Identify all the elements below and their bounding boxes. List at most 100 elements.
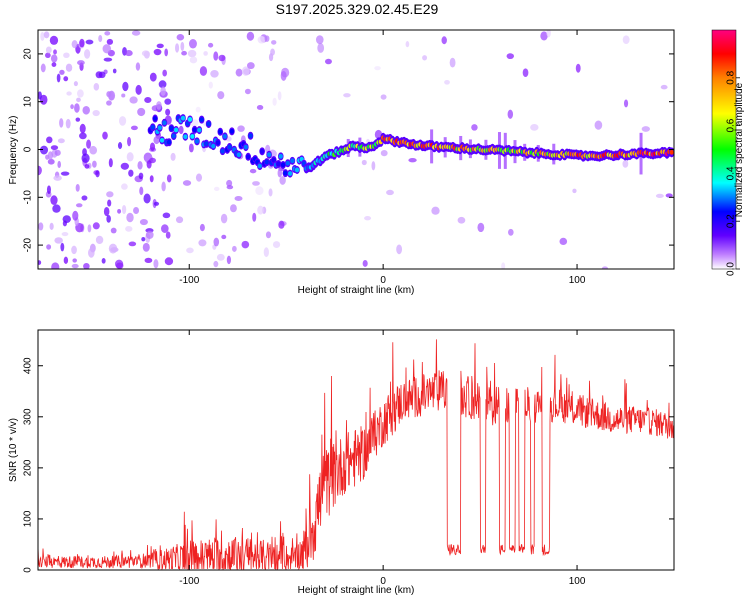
spectrogram-noise-cell — [277, 168, 283, 178]
spectrogram-noise-cell — [104, 31, 111, 36]
spectrogram-noise-cell — [165, 108, 171, 116]
spectrogram-track-cell — [190, 134, 195, 139]
spectrogram-noise-cell — [255, 186, 264, 195]
spectrogram-noise-cell — [149, 142, 156, 152]
snr-y-tick-label: 400 — [23, 357, 34, 374]
spectrogram-x-tick-label: 100 — [569, 275, 586, 286]
spectrogram-noise-cell — [188, 39, 197, 49]
spectrogram-noise-cell — [44, 52, 51, 59]
spectrogram-track-cell — [264, 159, 270, 165]
spectrogram-noise-cell — [226, 185, 234, 190]
spectrogram-noise-cell — [85, 39, 94, 45]
spectrogram-track-cell — [229, 128, 235, 134]
spectrogram-noise-cell — [181, 50, 187, 56]
spectrogram-noise-cell — [57, 160, 62, 169]
spectrogram-noise-cell — [508, 228, 514, 236]
spectrogram-noise-cell — [63, 256, 69, 264]
spectrogram-noise-cell — [50, 54, 58, 63]
spectrogram-noise-cell — [86, 139, 91, 149]
spectrogram-noise-cell — [257, 36, 266, 44]
spectrogram-noise-cell — [60, 171, 70, 176]
snr-x-tick-label: 0 — [380, 576, 386, 587]
spectrogram-noise-cell — [51, 62, 57, 67]
spectrogram-noise-cell — [268, 188, 273, 197]
spectrogram-noise-cell — [279, 176, 286, 185]
spectrogram-noise-cell — [142, 242, 150, 252]
spectrogram-noise-cell — [76, 97, 81, 103]
spectrogram-noise-cell — [92, 222, 100, 230]
spectrogram-noise-cell — [506, 53, 514, 60]
spectrogram-noise-cell — [137, 161, 143, 170]
spectrogram-noise-cell — [199, 66, 208, 76]
spectrogram-noise-cell — [170, 152, 176, 161]
spectrogram-noise-cell — [175, 43, 180, 53]
spectrogram-track-cell — [222, 134, 228, 139]
spectrogram-y-tick-label: 0 — [23, 146, 34, 152]
spectrogram-noise-cell — [221, 234, 227, 240]
spectrogram-track-cell — [276, 161, 281, 167]
colorbar-tick-label: 0.4 — [726, 166, 737, 180]
spectrogram-track-cell — [283, 170, 288, 176]
spectrogram-track-cell — [173, 127, 179, 133]
spectrogram-noise-cell — [594, 120, 603, 130]
spectrogram-noise-cell — [559, 237, 568, 245]
snr-x-label: Height of straight line (km) — [298, 585, 415, 596]
spectrogram-noise-cell — [130, 125, 138, 131]
spectrogram-noise-cell — [546, 30, 551, 38]
spectrogram-noise-cell — [126, 212, 134, 223]
spectrogram-noise-cell — [153, 201, 160, 206]
spectrogram-noise-cell — [572, 188, 577, 194]
spectrogram-noise-cell — [106, 100, 112, 106]
spectrogram-noise-cell — [72, 210, 79, 221]
spectrogram-track-cell — [206, 121, 211, 127]
spectrogram-noise-cell — [175, 216, 184, 224]
spectrogram-noise-cell — [128, 241, 137, 247]
snr-y-tick-label: 200 — [23, 459, 34, 476]
spectrogram-noise-cell — [49, 222, 54, 230]
colorbar-ticks: 0.0 0.2 0.4 0.6 0.8 — [726, 70, 740, 276]
spectrogram-noise-cell — [449, 57, 456, 68]
spectrogram-track-cell — [220, 148, 225, 154]
spectrogram-noise-cell — [75, 203, 83, 208]
spectrogram-noise-cell — [107, 199, 112, 207]
spectrogram-noise-cell — [207, 42, 214, 48]
spectrogram-noise-cell — [457, 216, 466, 224]
snr-x-tick-label: -100 — [179, 576, 199, 587]
spectrogram-noise-cell — [214, 186, 220, 192]
spectrogram-noise-cell — [40, 31, 45, 42]
spectrogram-noise-cell — [146, 160, 152, 169]
spectrogram-noise-cell — [149, 175, 154, 183]
spectrogram-noise-cell — [45, 46, 52, 54]
spectrogram-y-tick-label: -20 — [23, 237, 34, 252]
spectrogram-track-cell — [192, 127, 197, 133]
spectrogram-noise-cell — [126, 152, 134, 162]
spectrogram-noise-cell — [408, 157, 417, 163]
spectrogram-noise-cell — [38, 222, 44, 231]
spectrogram-noise-cell — [178, 125, 184, 135]
spectrogram-noise-cell — [226, 179, 233, 187]
spectrogram-track-cell — [159, 137, 165, 143]
spectrogram-noise-cell — [70, 104, 74, 110]
spectrogram-noise-cell — [46, 136, 53, 144]
spectrogram-noise-cell — [88, 247, 95, 258]
spectrogram-noise-cell — [241, 66, 250, 76]
spectrogram-noise-cell — [247, 62, 255, 70]
spectrogram-noise-cell — [153, 136, 160, 145]
spectrogram-noise-cell — [264, 35, 270, 42]
spectrogram-noise-cell — [75, 183, 80, 192]
spectrogram-noise-cell — [405, 41, 410, 48]
spectrogram-noise-cell — [431, 206, 440, 215]
spectrogram-track-cell — [278, 153, 283, 159]
spectrogram-noise-cell — [52, 204, 61, 213]
spectrogram-noise-cell — [106, 191, 114, 198]
spectrogram-noise-cell — [271, 40, 277, 45]
spectrogram-noise-cell — [141, 50, 150, 57]
spectrogram-noise-cell — [79, 123, 86, 134]
spectrogram-noise-cell — [46, 244, 52, 250]
spectrogram-noise-cell — [51, 262, 60, 269]
spectrogram-track-cell — [150, 124, 155, 130]
spectrogram-noise-cell — [56, 73, 61, 83]
spectrogram-noise-cell — [71, 245, 77, 255]
spectrogram-noise-cell — [101, 257, 106, 264]
spectrogram-noise-cell — [623, 99, 629, 108]
